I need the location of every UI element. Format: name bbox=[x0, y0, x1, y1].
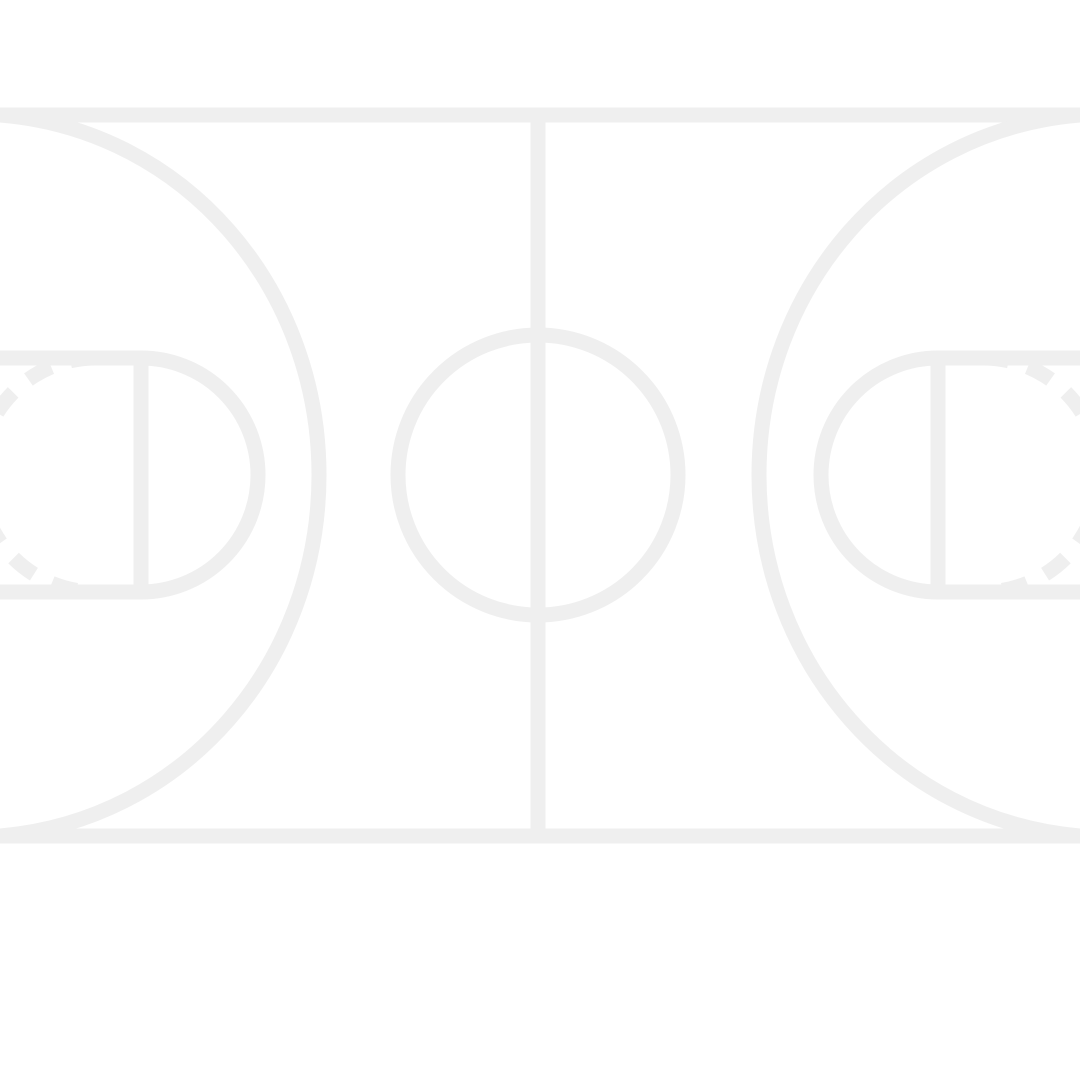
free-throw-circle-dashed-left bbox=[0, 350, 97, 600]
three-point-arc-right bbox=[751, 107, 1080, 844]
free-throw-circle-solid-left bbox=[140, 350, 266, 600]
three-point-arc-left bbox=[0, 107, 327, 844]
center-circle bbox=[390, 327, 686, 623]
free-throw-circle-dashed-right bbox=[982, 350, 1080, 600]
free-throw-circle-solid-right bbox=[813, 350, 939, 600]
